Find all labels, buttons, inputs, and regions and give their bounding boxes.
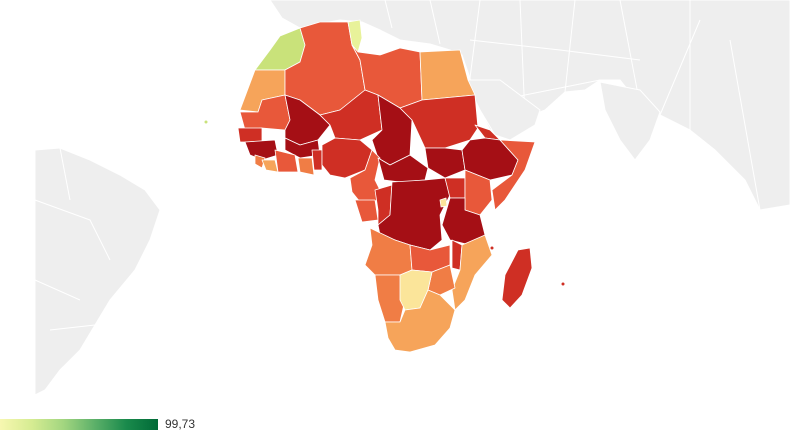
country-ghana[interactable] <box>297 157 315 176</box>
legend-gradient-bar <box>0 419 158 430</box>
country-senegal[interactable] <box>237 127 263 143</box>
border-lines-eurasia <box>384 0 761 211</box>
country-benin[interactable] <box>311 149 323 171</box>
country-guinea[interactable] <box>244 139 279 161</box>
border-lines-south-america <box>34 147 111 331</box>
country-somalia[interactable] <box>491 139 536 211</box>
island-comoros <box>490 246 494 250</box>
country-mozambique[interactable] <box>451 234 493 311</box>
choropleth-map <box>34 0 790 396</box>
country-rwanda[interactable] <box>439 197 448 208</box>
country-south-africa[interactable] <box>384 289 456 353</box>
country-cameroon[interactable] <box>349 149 386 203</box>
country-tunisia[interactable] <box>347 19 363 53</box>
country-madagascar[interactable] <box>501 247 533 309</box>
country-central-african-republic[interactable] <box>377 154 429 183</box>
country-cote-divoire[interactable] <box>274 149 299 173</box>
country-liberia[interactable] <box>261 159 279 173</box>
island-mauritius <box>561 282 565 286</box>
country-south-sudan[interactable] <box>424 147 466 179</box>
land-arabia <box>464 79 541 141</box>
island-cape-verde <box>204 120 208 124</box>
country-egypt[interactable] <box>419 49 476 101</box>
land-india <box>599 81 661 161</box>
country-sierra-leone[interactable] <box>254 154 266 169</box>
legend-max-label: 99,73 <box>165 417 196 431</box>
land-south-america <box>34 147 161 396</box>
country-gabon[interactable] <box>354 199 379 223</box>
